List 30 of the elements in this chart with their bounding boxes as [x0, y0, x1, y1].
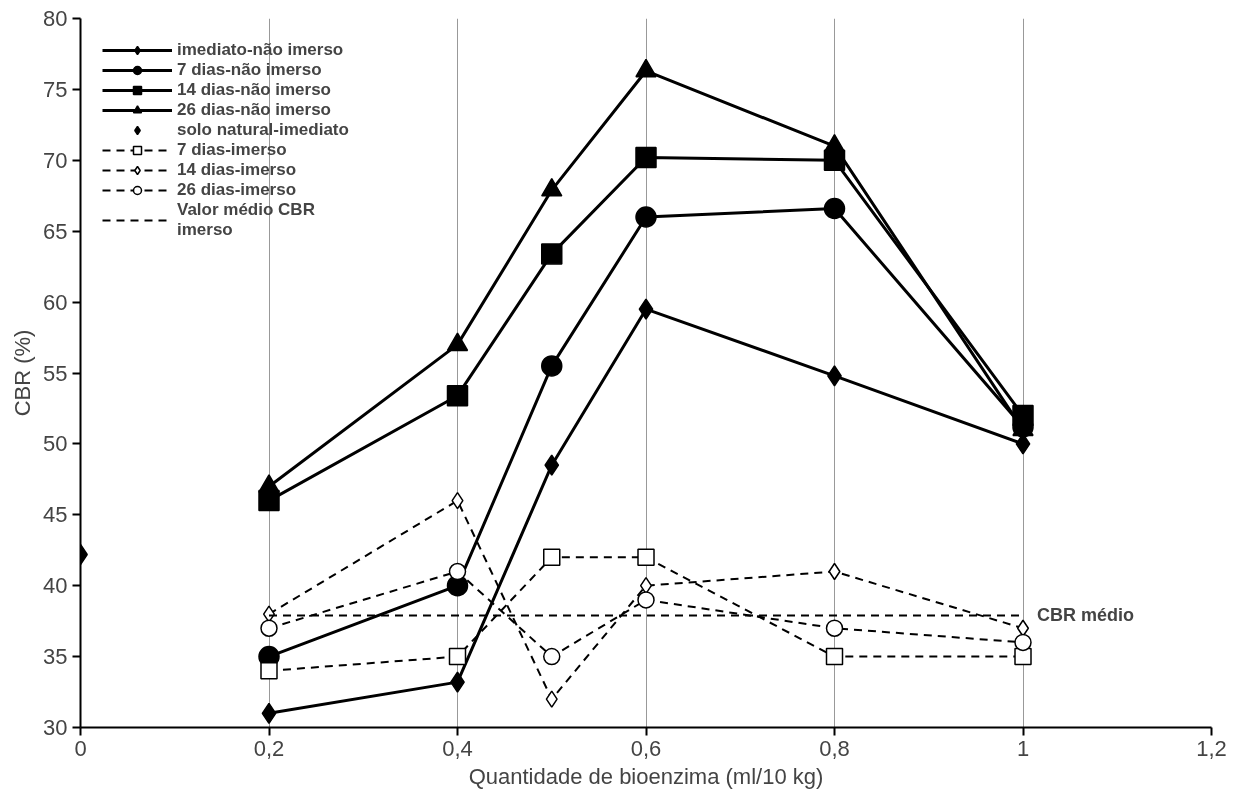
- y-tick-label: 50: [43, 431, 68, 457]
- x-tick-label: 1,2: [1196, 735, 1227, 761]
- legend-label: solo natural-imediato: [177, 120, 349, 140]
- x-tick-label: 0: [74, 735, 87, 761]
- annotation: CBR médio: [1037, 605, 1135, 626]
- y-tick-label: 35: [43, 644, 68, 670]
- y-tick-label: 80: [43, 6, 68, 31]
- legend-label: 7 dias-imerso: [177, 140, 287, 160]
- legend-label: 14 dias-não imerso: [177, 80, 332, 100]
- y-tick-label: 45: [43, 502, 68, 528]
- legend-label: imediato-não imerso: [177, 40, 344, 60]
- y-tick-label: 30: [43, 715, 68, 740]
- y-tick-label: 75: [43, 76, 68, 102]
- x-axis-title: Quantidade de bioenzima (ml/10 kg): [468, 763, 824, 789]
- x-tick-label: 0,8: [819, 735, 850, 761]
- x-tick-label: 0,4: [442, 735, 473, 761]
- y-tick-label: 60: [43, 289, 68, 315]
- legend-label: 26 dias-imerso: [177, 180, 297, 200]
- legend-label: 7 dias-não imerso: [177, 60, 322, 80]
- y-tick-label: 65: [43, 218, 68, 244]
- y-tick-label: 55: [43, 360, 68, 386]
- legend-label: 26 dias-não imerso: [177, 100, 332, 120]
- y-tick-label: 70: [43, 147, 68, 173]
- x-tick-label: 1: [1016, 735, 1030, 761]
- x-tick-label: 0,6: [630, 735, 662, 761]
- y-tick-label: 40: [43, 573, 68, 599]
- y-axis-title: CBR (%): [10, 329, 36, 417]
- legend-label: 14 dias-imerso: [177, 160, 297, 180]
- legend-label: Valor médio CBR imerso: [177, 200, 315, 240]
- x-tick-label: 0,2: [253, 735, 285, 761]
